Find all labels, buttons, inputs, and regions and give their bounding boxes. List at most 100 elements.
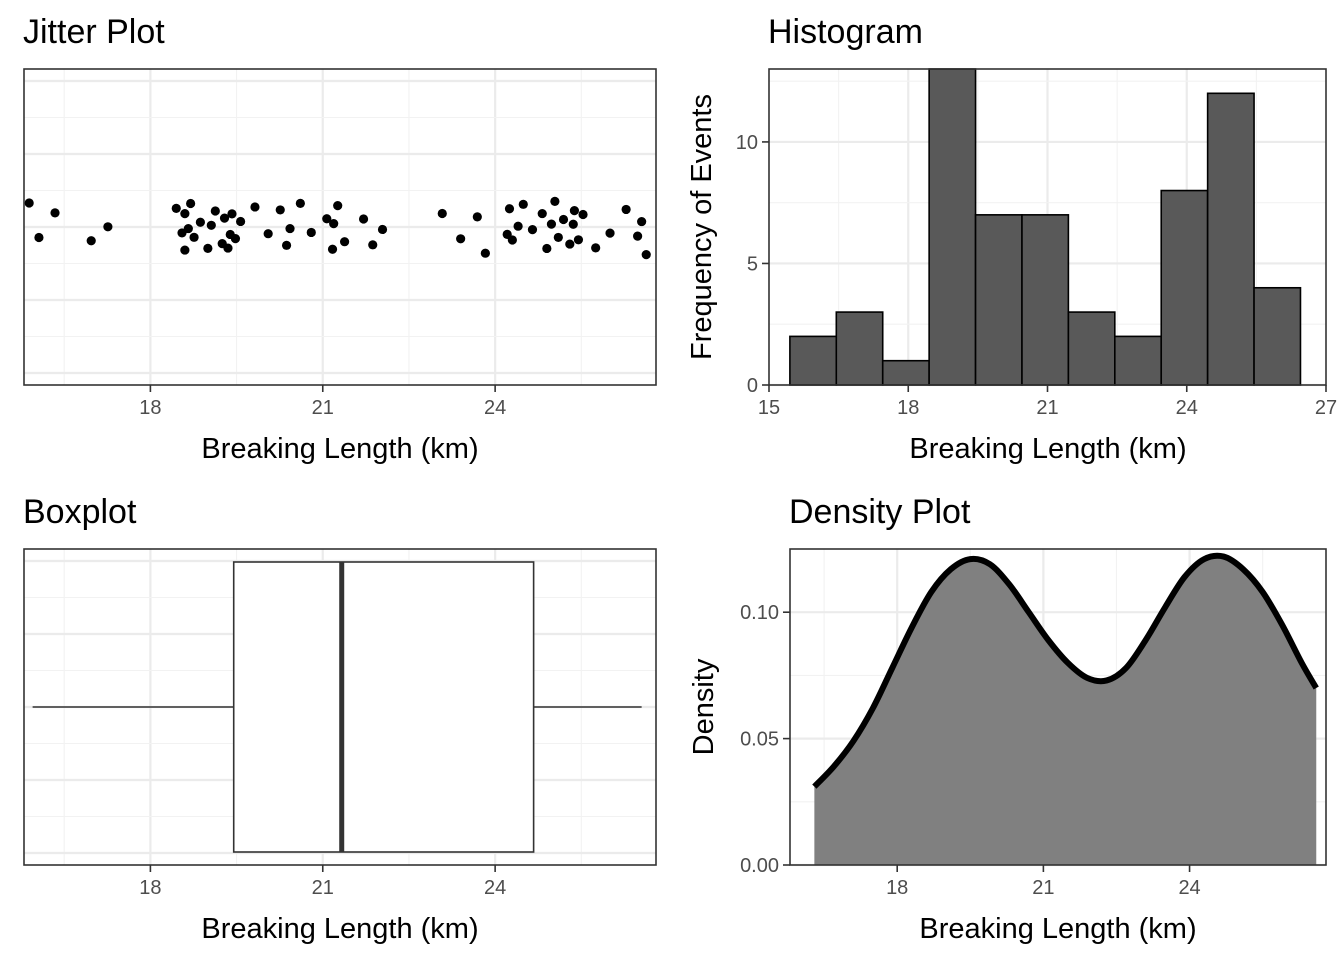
data-point: [250, 202, 260, 212]
x-axis-label: Breaking Length (km): [919, 913, 1196, 945]
data-point: [227, 209, 237, 219]
plot-frame: [23, 68, 657, 386]
data-point: [546, 219, 557, 229]
x-tick-label: 24: [1176, 397, 1198, 419]
data-point: [472, 212, 482, 222]
data-point: [295, 198, 305, 208]
data-point: [329, 219, 339, 229]
histogram-bar: [1021, 214, 1070, 386]
plot-frame: [23, 548, 657, 866]
y-tick-label: 0: [747, 375, 758, 397]
x-tick-label: 21: [312, 397, 334, 419]
data-point: [542, 243, 552, 254]
x-tick-label: 18: [886, 877, 908, 899]
data-point: [183, 223, 193, 234]
panel-title: Boxplot: [23, 493, 137, 531]
density-area: [814, 555, 1317, 865]
data-point: [103, 222, 113, 232]
data-point: [573, 235, 584, 245]
data-point: [275, 205, 285, 215]
y-tick-label: 0.00: [740, 855, 779, 877]
data-point: [236, 216, 246, 227]
data-point: [180, 245, 190, 255]
histogram-bar: [974, 214, 1023, 386]
data-point: [507, 235, 517, 245]
histogram-bar: [1253, 286, 1302, 386]
plot-frame: [789, 548, 1327, 866]
data-point: [568, 219, 578, 229]
density-curve: [812, 552, 1319, 789]
data-point: [24, 198, 34, 208]
data-point: [50, 208, 60, 218]
data-point: [480, 248, 490, 258]
data-point: [527, 225, 538, 235]
density-plot-panel: Density Plot 18 21 240.000.050.10 Density …: [688, 493, 1327, 945]
histogram-bar: [789, 335, 838, 386]
data-point: [171, 203, 181, 213]
data-point: [206, 220, 216, 230]
x-tick-label: 18: [897, 397, 919, 419]
x-tick-label: 24: [1178, 877, 1200, 899]
x-tick-label: 21: [1032, 877, 1054, 899]
data-point: [86, 236, 96, 246]
histogram-bar: [1114, 335, 1163, 386]
data-point: [333, 201, 343, 211]
data-point: [306, 227, 316, 238]
x-tick-label: 21: [312, 877, 334, 899]
histogram-bar: [1160, 189, 1209, 386]
histogram-bar: [881, 359, 930, 386]
data-point: [189, 232, 199, 242]
x-tick-label: 27: [1315, 397, 1337, 419]
data-point: [263, 229, 273, 239]
axes: 15 18 21 24 27 0 5 10: [736, 132, 1337, 419]
data-point: [437, 208, 447, 219]
x-tick-label: 21: [1036, 397, 1058, 419]
data-point: [621, 204, 631, 215]
data-point: [195, 217, 205, 227]
boxplot-panel: Boxplot 18 21 24 Breaking Length (km): [23, 493, 657, 945]
data-point: [281, 240, 292, 250]
data-point: [34, 232, 44, 243]
data-point: [569, 206, 580, 216]
data-point: [223, 243, 233, 253]
data-point: [186, 198, 196, 209]
data-point: [518, 199, 528, 209]
data-point: [358, 214, 369, 224]
x-tick-label: 24: [484, 877, 506, 899]
data-point: [537, 208, 547, 219]
y-axis-label: Density: [688, 658, 720, 755]
data-point: [219, 213, 230, 223]
jitter-plot-panel: Jitter Plot 18 21 24 Breaking Length (km): [23, 13, 657, 465]
data-point: [641, 250, 651, 260]
data-point: [327, 244, 338, 254]
density-layer: [812, 552, 1319, 865]
data-point: [368, 240, 378, 250]
data-point: [605, 228, 615, 238]
data-point: [322, 214, 332, 224]
data-point: [633, 231, 643, 241]
x-axis-label: Breaking Length (km): [201, 433, 478, 465]
data-point: [578, 209, 588, 220]
box-layer: [32, 561, 642, 853]
data-point: [591, 243, 601, 253]
y-axis-label: Frequency of Events: [686, 94, 718, 360]
x-axis: 18 21 24: [139, 865, 506, 899]
y-tick-label: 10: [736, 132, 758, 154]
histogram-bar: [928, 68, 977, 386]
data-point: [513, 221, 523, 231]
panel-title: Density Plot: [789, 493, 971, 531]
x-tick-label: 15: [758, 397, 780, 419]
data-point: [637, 216, 647, 227]
x-tick-label: 18: [139, 397, 161, 419]
data-point: [456, 234, 466, 244]
data-point: [558, 214, 569, 225]
bars-layer: [789, 68, 1302, 386]
histogram-bar: [835, 311, 884, 386]
y-tick-label: 5: [747, 253, 758, 275]
histogram-bar: [1206, 92, 1255, 386]
gridlines: [24, 69, 656, 385]
data-point: [210, 206, 220, 216]
x-axis-label: Breaking Length (km): [909, 433, 1186, 465]
y-tick-label: 0.05: [740, 729, 779, 751]
